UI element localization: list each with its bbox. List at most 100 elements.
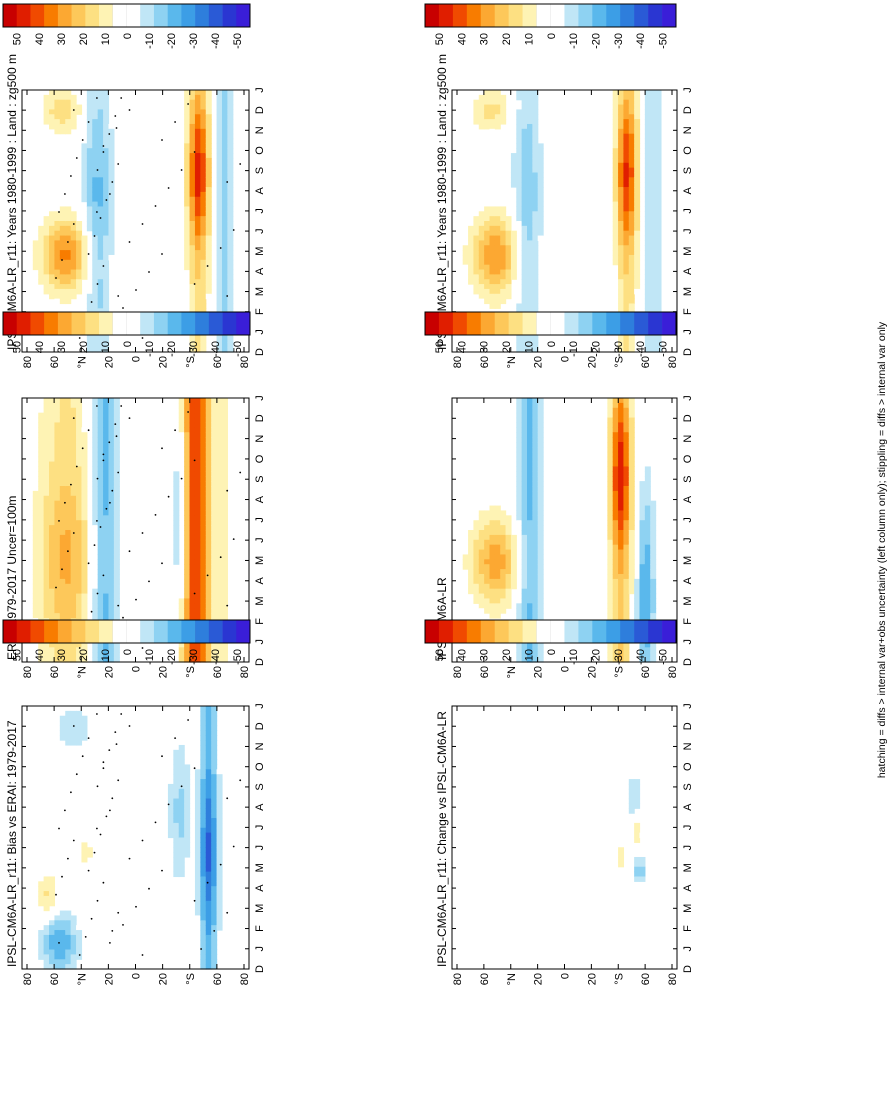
cell <box>65 481 72 487</box>
cell <box>211 871 218 878</box>
cell <box>216 915 223 921</box>
stipple-dot <box>141 839 144 842</box>
cell <box>189 476 196 482</box>
cell <box>227 90 234 96</box>
cell <box>59 574 66 580</box>
cell <box>43 647 50 653</box>
colorbar-swatch <box>222 4 237 27</box>
cell <box>205 735 212 741</box>
cell <box>205 783 212 790</box>
cell <box>189 250 196 256</box>
cell <box>468 549 475 556</box>
cell <box>59 437 66 443</box>
cell <box>527 530 533 536</box>
cell <box>623 206 630 212</box>
cell <box>623 216 630 222</box>
cell <box>70 578 77 585</box>
cell <box>200 647 207 653</box>
cell <box>650 515 657 521</box>
cell <box>537 603 544 609</box>
cell <box>478 578 485 585</box>
cell <box>634 837 641 843</box>
cell <box>527 603 533 609</box>
cell <box>173 788 180 795</box>
cell <box>489 530 496 536</box>
cell <box>211 895 218 902</box>
cell <box>92 191 99 198</box>
colorbar-swatch <box>140 620 155 643</box>
colorbar-swatch <box>195 4 210 27</box>
cell <box>59 920 66 926</box>
cell <box>108 225 115 232</box>
cell <box>537 481 544 487</box>
cell <box>494 298 501 305</box>
colorbar-tick-label: 10 <box>100 649 112 661</box>
cell <box>211 905 218 912</box>
cell <box>70 490 77 497</box>
cell <box>612 187 619 193</box>
cell <box>189 544 196 551</box>
cell <box>200 900 207 907</box>
cell <box>655 211 662 217</box>
cell <box>108 530 115 536</box>
cell <box>76 104 83 111</box>
cell <box>173 515 180 521</box>
cell <box>537 569 544 575</box>
cell <box>221 245 228 251</box>
cell <box>43 642 50 648</box>
cell <box>184 822 191 829</box>
cell <box>644 264 651 271</box>
month-tick-label: S <box>682 476 694 483</box>
cell <box>184 162 191 169</box>
cell <box>612 437 619 443</box>
cell <box>54 466 61 472</box>
cell <box>59 910 66 917</box>
cell <box>97 114 104 120</box>
cell <box>655 293 662 300</box>
cell <box>211 788 218 795</box>
cell <box>527 613 533 619</box>
cell <box>618 153 625 159</box>
cell <box>473 288 480 295</box>
cell <box>607 613 614 619</box>
cell <box>618 544 625 551</box>
cell <box>70 476 77 482</box>
cell <box>59 539 66 546</box>
cell <box>650 187 657 193</box>
cell <box>189 162 196 169</box>
cell <box>462 240 469 246</box>
cell <box>510 182 517 188</box>
cell <box>473 279 480 285</box>
cell <box>65 128 72 135</box>
cell <box>505 603 512 609</box>
cell <box>76 109 83 115</box>
cell <box>478 94 485 101</box>
cell <box>189 191 196 198</box>
cell <box>516 608 523 614</box>
cell <box>194 114 201 120</box>
cell <box>221 505 228 512</box>
cell <box>178 647 185 653</box>
cell <box>644 337 651 343</box>
cell <box>505 539 512 546</box>
cell <box>108 211 115 217</box>
cell <box>618 240 625 246</box>
cell <box>205 856 212 863</box>
cell <box>473 216 480 222</box>
cell <box>113 588 120 595</box>
cell <box>612 148 619 154</box>
cell <box>623 642 630 648</box>
cell <box>97 99 104 106</box>
stipple-dot <box>161 562 163 565</box>
cell <box>200 446 207 453</box>
cell <box>607 432 614 438</box>
cell <box>54 119 61 125</box>
cell <box>103 471 110 477</box>
cell <box>54 490 61 497</box>
cell <box>221 515 228 521</box>
cell <box>221 90 228 96</box>
cell <box>49 505 56 512</box>
cell <box>500 588 507 595</box>
cell <box>623 119 630 125</box>
cell <box>38 279 45 285</box>
